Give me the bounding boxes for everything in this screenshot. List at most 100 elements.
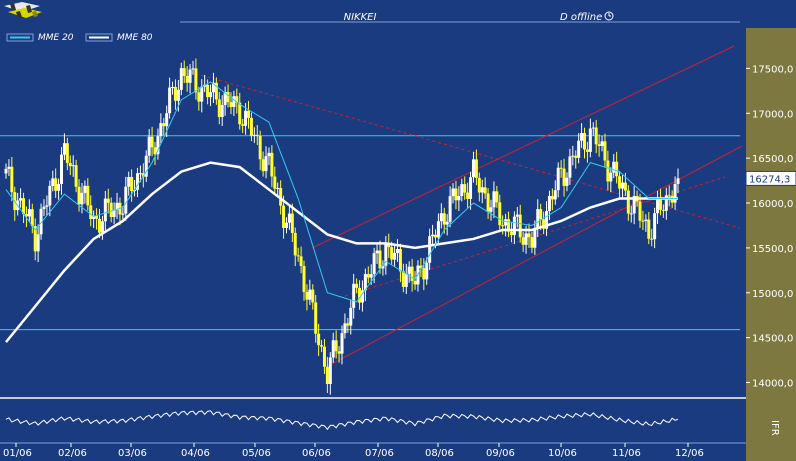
candle-body	[390, 247, 394, 260]
candle-body	[594, 127, 598, 145]
candle-body	[249, 117, 253, 136]
candle-body	[290, 213, 294, 233]
candle-body	[507, 219, 511, 232]
candle-body	[381, 265, 385, 269]
candle-body	[413, 280, 417, 285]
candle-body	[176, 89, 180, 101]
candle-body	[626, 190, 630, 214]
candle-body	[539, 209, 543, 220]
candle-body	[504, 219, 508, 226]
legend-mme80[interactable]: MME 80	[85, 33, 153, 43]
candle-body	[311, 289, 315, 303]
candle-body	[603, 141, 607, 161]
candle-body	[77, 186, 81, 205]
candle-body	[141, 173, 145, 177]
candle-body	[431, 234, 435, 237]
candle-body	[492, 191, 496, 208]
candle-body	[92, 215, 96, 220]
legend-mme20-label: MME 20	[38, 33, 74, 43]
legend-mme20[interactable]: MME 20	[6, 33, 74, 43]
candle-body	[247, 110, 251, 118]
candle-body	[471, 159, 475, 178]
price-tick-label: 15000,0	[752, 289, 793, 300]
candle-body	[340, 333, 344, 354]
candle-body	[109, 202, 113, 217]
candle-body	[632, 195, 636, 214]
candle-body	[419, 265, 423, 269]
candle-body	[673, 184, 677, 203]
candle-body	[384, 243, 388, 266]
candle-body	[68, 163, 72, 167]
header-bar	[0, 0, 796, 28]
candle-body	[54, 178, 58, 191]
date-tick-label: 07/06	[365, 448, 394, 459]
candle-body	[451, 188, 455, 197]
candle-body	[191, 68, 195, 70]
candle-body	[372, 253, 376, 275]
resistance-dashed-line[interactable]	[189, 71, 741, 229]
candle-body	[647, 219, 651, 239]
candle-body	[22, 198, 26, 215]
candle-body	[296, 255, 300, 257]
candle-body	[521, 237, 525, 245]
candle-body	[667, 195, 671, 197]
mme20-line	[5, 81, 678, 303]
price-tick-label: 17000,0	[752, 109, 793, 120]
candle-body	[127, 176, 131, 187]
candle-body	[457, 196, 461, 201]
candle-body	[474, 159, 478, 178]
candle-body	[51, 178, 55, 186]
candle-body	[305, 291, 309, 300]
candle-body	[273, 176, 277, 189]
candle-body	[349, 307, 353, 326]
candle-body	[226, 91, 230, 103]
candle-body	[620, 182, 624, 189]
candle-body	[235, 96, 239, 103]
candle-body	[577, 140, 581, 158]
candle-body	[597, 144, 601, 146]
candlesticks	[4, 58, 680, 395]
candle-body	[527, 233, 531, 238]
candle-body	[36, 234, 40, 252]
candle-body	[112, 209, 116, 217]
candle-body	[623, 182, 627, 191]
candle-body	[428, 236, 432, 263]
candle-body	[442, 213, 446, 225]
candle-body	[223, 91, 227, 106]
candle-body	[322, 346, 326, 367]
candle-body	[404, 273, 408, 287]
candle-body	[24, 214, 28, 217]
date-tick-label: 11/06	[612, 448, 641, 459]
date-tick-label: 01/06	[3, 448, 32, 459]
date-tick-label: 05/06	[242, 448, 271, 459]
candle-body	[276, 187, 280, 189]
candle-body	[396, 249, 400, 253]
candle-body	[439, 213, 443, 222]
legend-mme80-label: MME 80	[117, 33, 153, 43]
candle-body	[95, 215, 99, 219]
candle-body	[574, 155, 578, 158]
candle-body	[618, 176, 622, 189]
candle-body	[214, 82, 218, 100]
channel-upper-line[interactable]	[311, 45, 735, 249]
candle-body	[524, 233, 528, 245]
candle-body	[220, 105, 224, 118]
candle-body	[293, 232, 297, 256]
candle-body	[436, 221, 440, 238]
candle-body	[57, 183, 61, 191]
candle-body	[4, 168, 8, 174]
price-tick-label: 17500,0	[752, 64, 793, 75]
app-logo	[4, 2, 42, 18]
candle-body	[100, 221, 104, 233]
candle-body	[448, 196, 452, 222]
candle-body	[284, 222, 288, 228]
candle-body	[171, 87, 175, 89]
channel-lower-line[interactable]	[327, 145, 743, 367]
candle-body	[501, 225, 505, 227]
candle-body	[358, 287, 362, 303]
candle-body	[466, 192, 470, 199]
candle-body	[463, 184, 467, 193]
candle-body	[369, 274, 373, 278]
candle-body	[217, 99, 221, 118]
candle-body	[252, 134, 256, 136]
